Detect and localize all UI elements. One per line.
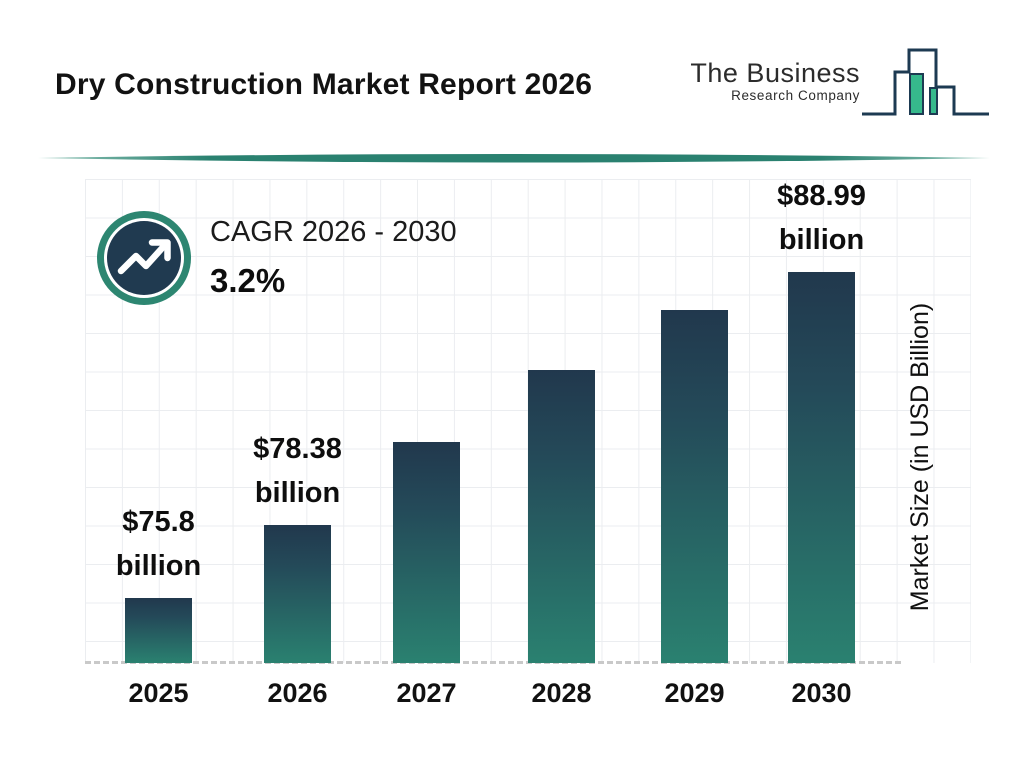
y-axis-label: Market Size (in USD Billion) — [906, 302, 934, 612]
value-label-2025: $75.8 billion — [64, 500, 254, 588]
bar-2030 — [788, 272, 855, 663]
bar-2026 — [264, 525, 331, 663]
x-tick-label-2027: 2027 — [396, 678, 457, 708]
logo-subname: Research Company — [731, 88, 860, 103]
x-tick-label-2028: 2028 — [531, 678, 592, 708]
value-label-line: $78.38 — [253, 433, 342, 465]
value-label-line: billion — [254, 477, 341, 509]
cagr-value: 3.2% — [210, 262, 286, 299]
x-tick-label-2029: 2029 — [664, 678, 725, 708]
page-title: Dry Construction Market Report 2026 — [55, 68, 593, 101]
company-logo: The Business Research Company — [690, 40, 989, 124]
bar-2029 — [661, 310, 728, 663]
trend-up-arrow-icon — [97, 211, 191, 305]
value-label-line: $88.99 — [777, 180, 866, 212]
value-label-2030: $88.99 billion — [727, 174, 917, 262]
logo-text: The Business Research Company — [690, 58, 860, 103]
logo-name: The Business — [690, 58, 860, 88]
x-tick-label-2026: 2026 — [267, 678, 328, 708]
value-label-2026: $78.38 billion — [203, 427, 393, 515]
value-label-line: billion — [778, 224, 865, 256]
skyline-bars-icon — [862, 48, 989, 116]
x-axis-dashed-baseline — [85, 661, 901, 664]
value-label-line: billion — [115, 550, 202, 582]
divider-lens — [38, 154, 990, 163]
bar-2028 — [528, 370, 595, 663]
x-tick-label-2025: 2025 — [128, 678, 189, 708]
x-tick-label-2030: 2030 — [791, 678, 852, 708]
bar-2025 — [125, 598, 192, 663]
bar-2027 — [393, 442, 460, 663]
cagr-period-label: CAGR 2026 - 2030 — [210, 216, 457, 248]
value-label-line: $75.8 — [122, 506, 195, 538]
